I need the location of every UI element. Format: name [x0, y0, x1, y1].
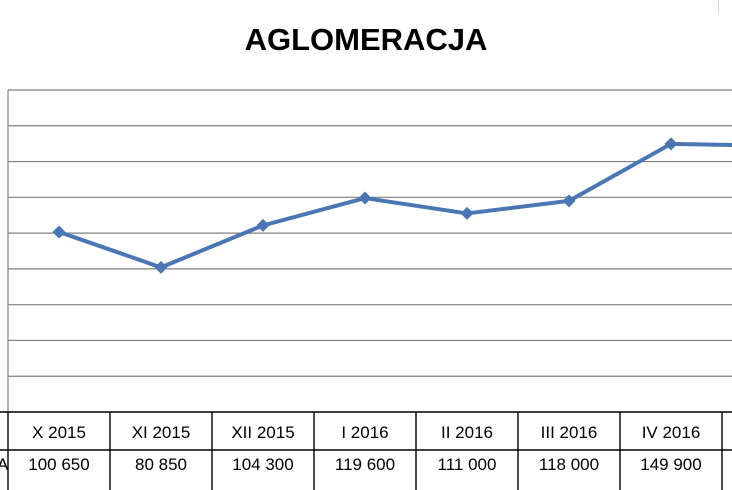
category-label: X 2015 [32, 423, 86, 442]
series-line-group [52, 137, 732, 274]
gridlines [7, 89, 732, 412]
category-label: I 2016 [341, 423, 388, 442]
value-label: 111 000 [438, 455, 497, 474]
category-label: II 2016 [441, 423, 493, 442]
value-label: 149 900 [640, 455, 701, 474]
category-label: XI 2015 [132, 423, 191, 442]
value-label: 118 000 [539, 455, 599, 474]
chart-title: AGLOMERACJA [244, 22, 488, 57]
value-label: 80 850 [135, 455, 187, 474]
table-row-label: A [0, 455, 9, 474]
category-label: IV 2016 [642, 423, 701, 442]
value-label: 100 650 [28, 455, 89, 474]
chart-border-fragment [718, 0, 719, 14]
series-line [58, 141, 732, 270]
data-point-marker [256, 218, 270, 232]
value-label: 119 600 [335, 455, 395, 474]
data-point-marker [664, 137, 678, 151]
data-point-marker [154, 260, 168, 274]
category-label: III 2016 [541, 423, 598, 442]
data-point-marker [52, 225, 66, 239]
data-point-marker [562, 194, 576, 208]
data-point-marker [358, 191, 372, 205]
data-point-marker [460, 206, 474, 220]
data-table: A X 2015 XI 2015 XII 2015 I 2016 II 2016 III 2… [0, 411, 732, 490]
category-label: XII 2015 [231, 423, 294, 442]
value-label: 104 300 [232, 455, 293, 474]
